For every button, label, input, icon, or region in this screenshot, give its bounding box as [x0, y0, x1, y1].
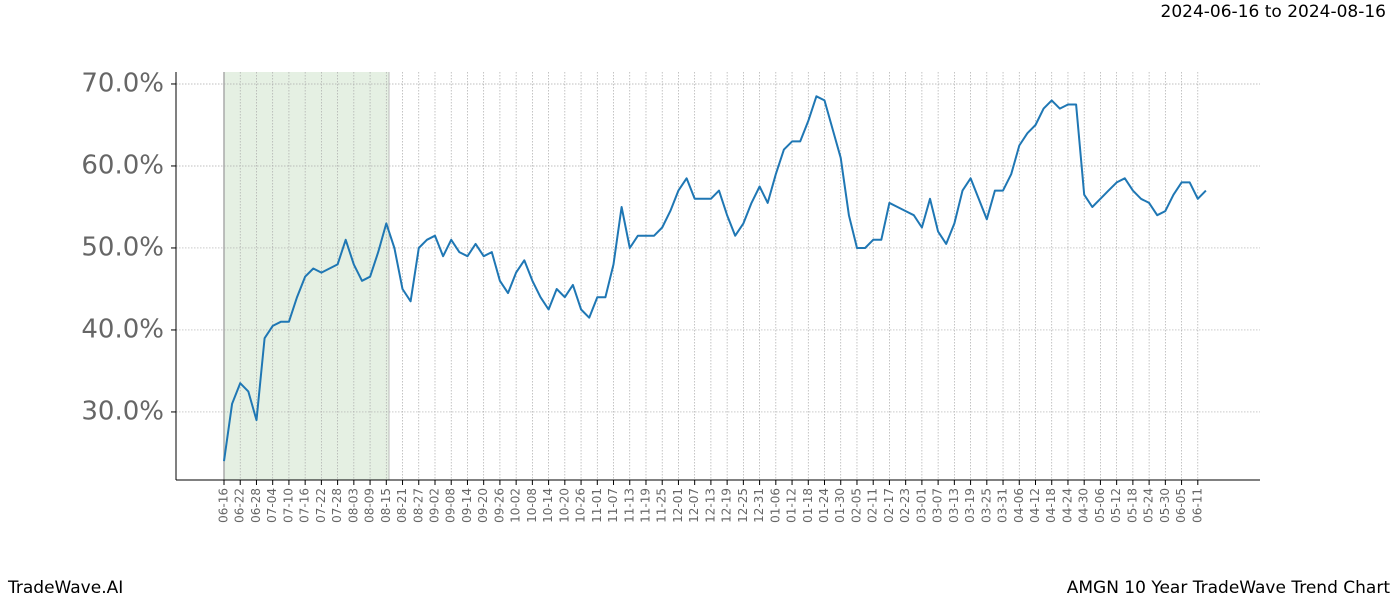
x-tick-label: 06-16 — [217, 488, 231, 523]
x-tick-label: 07-28 — [330, 488, 344, 523]
x-tick-label: 09-14 — [460, 488, 474, 523]
x-tick-label: 06-22 — [233, 488, 247, 523]
footer-right: AMGN 10 Year TradeWave Trend Chart — [1067, 578, 1391, 598]
x-tick-label: 10-02 — [509, 488, 523, 523]
x-tick-label: 03-01 — [914, 488, 928, 523]
x-tick-label: 04-30 — [1077, 488, 1091, 523]
x-tick-label: 03-25 — [979, 488, 993, 523]
x-tick-label: 01-30 — [833, 488, 847, 523]
x-tick-label: 11-25 — [655, 488, 669, 523]
x-tick-label: 11-19 — [638, 488, 652, 523]
x-tick-label: 12-07 — [687, 488, 701, 523]
x-tick-label: 12-25 — [736, 488, 750, 523]
y-tick-label: 50.0% — [81, 232, 164, 262]
x-tick-label: 08-27 — [411, 488, 425, 523]
x-tick-label: 08-09 — [363, 488, 377, 523]
x-tick-label: 08-21 — [395, 488, 409, 523]
x-tick-label: 07-10 — [281, 488, 295, 523]
x-tick-label: 10-08 — [525, 488, 539, 523]
trend-line — [223, 95, 1207, 462]
y-tick-label: 60.0% — [81, 150, 164, 180]
x-tick-label: 08-03 — [346, 488, 360, 523]
x-tick-label: 12-19 — [720, 488, 734, 523]
x-tick-label: 01-12 — [785, 488, 799, 523]
x-tick-label: 12-31 — [752, 488, 766, 523]
x-tick-label: 10-26 — [574, 488, 588, 523]
x-tick-label: 09-08 — [444, 488, 458, 523]
x-tick-label: 03-13 — [947, 488, 961, 523]
x-tick-label: 12-13 — [703, 488, 717, 523]
x-tick-label: 03-31 — [996, 488, 1010, 523]
x-tick-label: 01-06 — [768, 488, 782, 523]
x-tick-label: 11-13 — [622, 488, 636, 523]
y-tick-label: 30.0% — [81, 396, 164, 426]
x-tick-label: 08-15 — [379, 488, 393, 523]
x-tick-label: 02-05 — [849, 488, 863, 523]
x-tick-label: 04-18 — [1044, 488, 1058, 523]
footer-left: TradeWave.AI — [7, 578, 123, 598]
x-tick-label: 11-01 — [590, 488, 604, 523]
subtitle: 2024-06-16 to 2024-08-16 — [1161, 2, 1386, 22]
x-tick-label: 07-16 — [298, 488, 312, 523]
y-tick-label: 40.0% — [81, 314, 164, 344]
x-tick-label: 05-30 — [1158, 488, 1172, 523]
x-tick-label: 10-14 — [541, 488, 555, 523]
x-tick-label: 09-20 — [476, 488, 490, 523]
x-tick-label: 04-24 — [1060, 488, 1074, 523]
x-tick-label: 04-12 — [1028, 488, 1042, 523]
x-tick-label: 05-18 — [1125, 488, 1139, 523]
x-tick-label: 10-20 — [557, 488, 571, 523]
x-tick-label: 03-07 — [931, 488, 945, 523]
x-tick-label: 05-24 — [1142, 488, 1156, 523]
x-tick-label: 02-11 — [866, 488, 880, 523]
y-tick-label: 70.0% — [81, 68, 164, 98]
x-tick-label: 05-12 — [1109, 488, 1123, 523]
x-tick-label: 06-11 — [1190, 488, 1204, 523]
x-tick-label: 02-17 — [882, 488, 896, 523]
x-tick-label: 12-01 — [671, 488, 685, 523]
x-tick-label: 07-04 — [265, 488, 279, 523]
x-tick-label: 02-23 — [898, 488, 912, 523]
x-tick-label: 07-22 — [314, 488, 328, 523]
x-tick-label: 01-24 — [817, 488, 831, 523]
x-tick-label: 03-19 — [963, 488, 977, 523]
x-tick-label: 05-06 — [1093, 488, 1107, 523]
x-tick-label: 09-26 — [492, 488, 506, 523]
x-tick-label: 01-18 — [801, 488, 815, 523]
x-tick-label: 09-02 — [427, 488, 441, 523]
x-tick-label: 04-06 — [1012, 488, 1026, 523]
x-tick-label: 06-05 — [1174, 488, 1188, 523]
x-tick-label: 06-28 — [249, 488, 263, 523]
x-tick-label: 11-07 — [606, 488, 620, 523]
